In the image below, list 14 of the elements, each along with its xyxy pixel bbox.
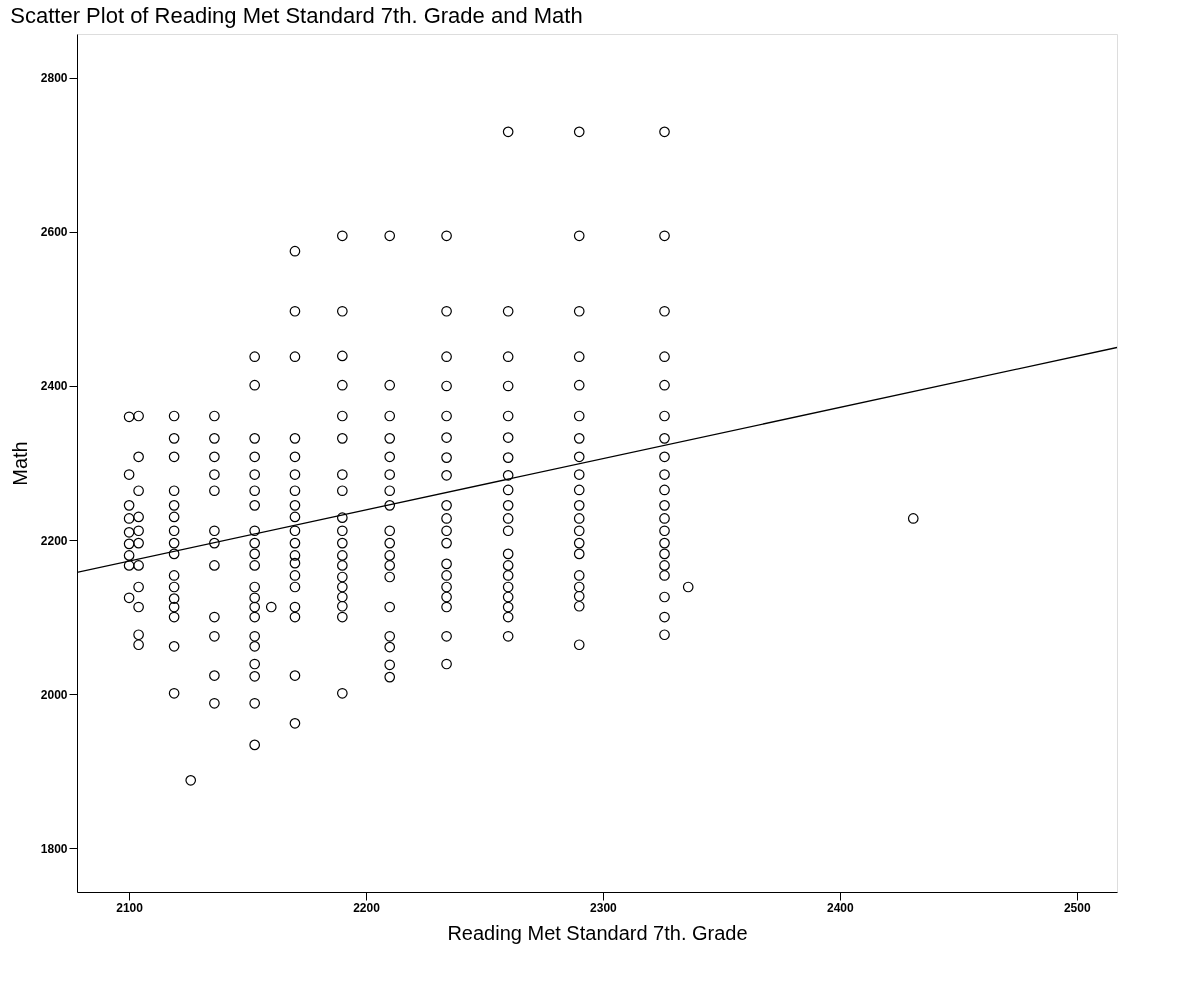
x-tick-label: 2200 bbox=[353, 900, 381, 915]
x-tick-label: 2500 bbox=[1063, 900, 1091, 915]
x-tick-label: 2400 bbox=[826, 900, 854, 915]
y-tick-label: 2000 bbox=[40, 687, 68, 702]
y-axis-title: Math bbox=[8, 441, 31, 486]
x-tick-label: 2300 bbox=[590, 900, 618, 915]
y-tick-label: 2200 bbox=[40, 533, 68, 548]
y-tick-label: 2600 bbox=[40, 225, 68, 240]
y-tick-label: 1800 bbox=[40, 841, 68, 856]
y-tick-label: 2800 bbox=[40, 71, 68, 86]
y-tick-label: 2400 bbox=[40, 379, 68, 394]
x-axis-title: Reading Met Standard 7th. Grade bbox=[447, 921, 748, 944]
x-tick-label: 2100 bbox=[116, 900, 144, 915]
chart-title: Scatter Plot of Reading Met Standard 7th. Grade and Math bbox=[10, 3, 583, 28]
